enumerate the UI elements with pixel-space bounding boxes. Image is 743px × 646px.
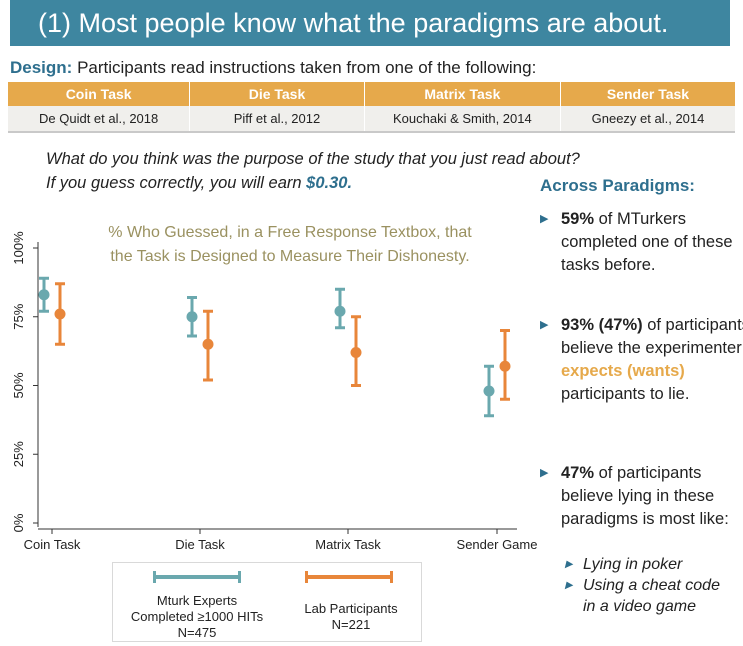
y-tick-label: 100% (11, 231, 26, 265)
study-question: What do you think was the purpose of the… (46, 147, 580, 195)
legend-mturk-line1: Mturk Experts (156, 593, 238, 608)
x-tick-label: Matrix Task (315, 537, 381, 552)
design-label: Design: (10, 58, 73, 77)
reward-amount: $0.30. (306, 174, 353, 192)
task-header: Coin Task (8, 82, 190, 106)
sub-arrow-icon: ▶ (565, 580, 573, 591)
expects-wants-highlight: expects (wants) (561, 362, 685, 380)
bullet-arrow-icon: ▶ (540, 319, 549, 331)
data-point (38, 289, 50, 301)
task-header: Sender Task (560, 82, 735, 106)
sub-arrow-icon: ▶ (565, 559, 573, 570)
task-table: Coin Task Die Task Matrix Task Sender Ta… (8, 82, 735, 133)
bullet-text: 47% of participants believe lying in the… (561, 462, 743, 531)
chart-legend: Mturk Experts Completed ≥1000 HITs N=475… (112, 562, 422, 642)
bullet-body-end: participants to lie. (561, 385, 690, 403)
legend-label-lab: Lab Participants N=221 (283, 601, 419, 633)
chart-title-line1: % Who Guessed, in a Free Response Textbo… (108, 224, 472, 241)
legend-lab-line2: N=221 (331, 617, 371, 632)
sub-bullet-text: Lying in poker (583, 556, 683, 573)
error-bar-chart: % Who Guessed, in a Free Response Textbo… (11, 224, 538, 552)
task-citation: Piff et al., 2012 (189, 106, 365, 133)
chart-title-line2: the Task is Designed to Measure Their Di… (110, 248, 469, 265)
question-line2-text: If you guess correctly, you will earn (46, 174, 302, 192)
data-point (499, 360, 511, 372)
x-tick-label: Die Task (175, 537, 225, 552)
sub-bullet-line1: Using a cheat code (583, 577, 720, 594)
across-paradigms-title: Across Paradigms: (540, 176, 695, 195)
legend-mturk-line3: N=475 (177, 625, 217, 640)
data-point (350, 347, 362, 358)
bullet-stat: 47% (561, 464, 595, 482)
bullet-text: 93% (47%) of participants believe the ex… (561, 314, 743, 406)
data-point (202, 338, 214, 350)
task-citation: Kouchaki & Smith, 2014 (363, 106, 561, 133)
bullet-stat: 59% (561, 210, 595, 228)
y-tick-label: 75% (11, 303, 26, 329)
task-citation-row: De Quidt et al., 2018 Piff et al., 2012 … (8, 106, 735, 133)
y-tick-label: 0% (11, 513, 26, 532)
bullet-text: 59% of MTurkers completed one of these t… (561, 208, 743, 277)
task-header: Matrix Task (363, 82, 561, 106)
data-point (186, 311, 198, 323)
y-tick-label: 50% (11, 372, 26, 398)
task-citation: Gneezy et al., 2014 (560, 106, 735, 133)
legend-swatch-lab (305, 571, 393, 583)
bullet-arrow-icon: ▶ (540, 213, 549, 225)
y-tick-label: 25% (11, 441, 26, 467)
legend-label-mturk: Mturk Experts Completed ≥1000 HITs N=475 (115, 593, 279, 641)
bullet-body: of participants believe lying in these p… (561, 464, 729, 528)
design-text: Participants read instructions taken fro… (77, 58, 537, 77)
sub-bullet-text: Using a cheat code in a video game (583, 575, 743, 617)
task-header-row: Coin Task Die Task Matrix Task Sender Ta… (8, 82, 735, 106)
data-point (334, 305, 346, 317)
task-citation: De Quidt et al., 2018 (8, 106, 190, 133)
data-point (54, 308, 66, 320)
x-tick-label: Coin Task (24, 537, 81, 552)
bullet-stat: 93% (47%) (561, 316, 643, 334)
question-line1: What do you think was the purpose of the… (46, 150, 580, 168)
bullet-arrow-icon: ▶ (540, 467, 549, 479)
x-tick-label: Sender Game (457, 537, 538, 552)
slide-title: (1) Most people know what the paradigms … (10, 0, 730, 46)
question-line2: If you guess correctly, you will earn $0… (46, 171, 580, 195)
legend-mturk-line2: Completed ≥1000 HITs (130, 609, 264, 624)
sub-bullet-line2: in a video game (583, 598, 696, 615)
legend-lab-line1: Lab Participants (304, 601, 398, 616)
bullet-body: of MTurkers completed one of these tasks… (561, 210, 733, 274)
task-header: Die Task (189, 82, 365, 106)
design-line: Design: Participants read instructions t… (10, 58, 536, 78)
bullet-body: of participants believe the experimenter (561, 316, 743, 357)
legend-swatch-mturk (153, 571, 241, 583)
data-point (483, 385, 495, 397)
